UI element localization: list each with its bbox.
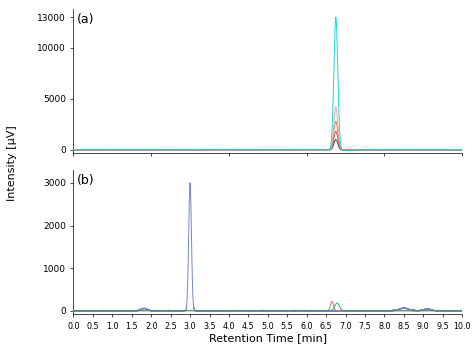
Text: (a): (a) <box>77 13 95 26</box>
Text: (b): (b) <box>77 175 95 187</box>
X-axis label: Retention Time [min]: Retention Time [min] <box>209 334 327 344</box>
Text: Intensity [µV]: Intensity [µV] <box>7 125 17 201</box>
